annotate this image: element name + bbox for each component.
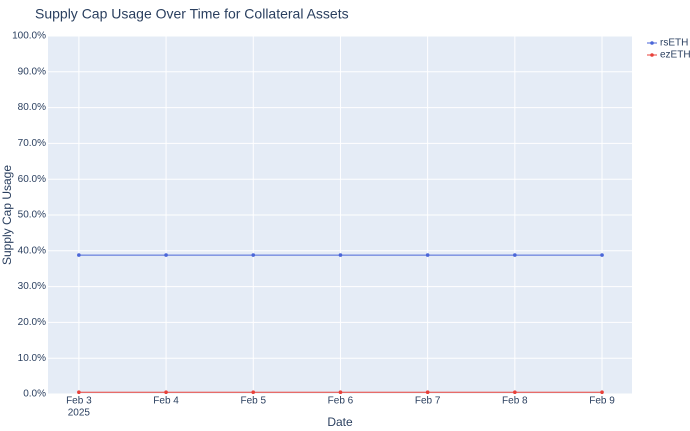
point bbox=[164, 253, 168, 257]
x-axis-title: Date bbox=[327, 415, 353, 429]
y-tick-label: 30.0% bbox=[18, 281, 46, 292]
point bbox=[77, 253, 81, 257]
x-tick-label: Feb 5 bbox=[240, 396, 266, 407]
point bbox=[251, 253, 256, 257]
y-tick-label: 70.0% bbox=[18, 138, 46, 149]
y-tick-label: 100.0% bbox=[12, 31, 46, 42]
point bbox=[425, 390, 430, 395]
point bbox=[77, 390, 81, 395]
x-tick-label: Feb 8 bbox=[502, 396, 528, 407]
legend-label: rsETH bbox=[660, 38, 688, 49]
y-tick-label: 40.0% bbox=[18, 245, 46, 256]
x-tick-label: Feb 9 bbox=[589, 396, 615, 407]
y-tick-label: 60.0% bbox=[18, 174, 46, 185]
point bbox=[251, 390, 256, 395]
y-tick-label: 80.0% bbox=[18, 102, 46, 113]
x-tick-label: Feb 4 bbox=[153, 396, 179, 407]
point bbox=[600, 253, 604, 257]
x-tick-year: 2025 bbox=[68, 408, 91, 419]
x-tick-label: Feb 6 bbox=[328, 396, 354, 407]
point bbox=[513, 253, 517, 257]
y-tick-label: 20.0% bbox=[18, 317, 46, 328]
x-tick-label: Feb 7 bbox=[415, 396, 441, 407]
y-tick-label: 10.0% bbox=[18, 353, 46, 364]
legend-marker bbox=[650, 41, 654, 45]
y-tick-label: 90.0% bbox=[18, 66, 46, 77]
y-tick-label: 0.0% bbox=[23, 389, 46, 400]
point bbox=[600, 390, 604, 395]
legend-label: ezETH bbox=[660, 50, 690, 61]
x-tick-label: Feb 3 bbox=[66, 396, 92, 407]
legend-marker bbox=[650, 53, 654, 57]
point bbox=[338, 253, 343, 257]
point bbox=[513, 390, 517, 395]
point bbox=[425, 253, 430, 257]
y-axis-title: Supply Cap Usage bbox=[0, 165, 14, 265]
point bbox=[338, 390, 343, 395]
y-tick-label: 50.0% bbox=[18, 210, 46, 221]
point bbox=[164, 390, 168, 395]
chart-title: Supply Cap Usage Over Time for Collatera… bbox=[35, 6, 349, 22]
